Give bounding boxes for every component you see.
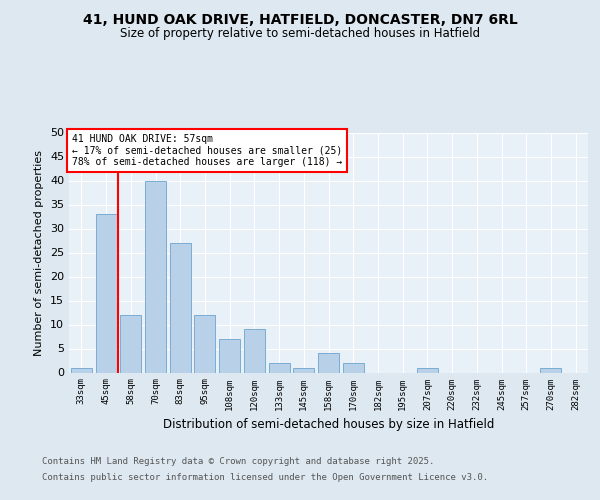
Bar (417, 368, 438, 372)
Bar (145, 180, 166, 372)
Bar (71, 368, 92, 372)
Bar (318, 354, 339, 372)
Text: Size of property relative to semi-detached houses in Hatfield: Size of property relative to semi-detach… (120, 28, 480, 40)
Text: Contains HM Land Registry data © Crown copyright and database right 2025.: Contains HM Land Registry data © Crown c… (42, 458, 434, 466)
Bar (194, 315, 215, 372)
Bar (170, 243, 191, 372)
Y-axis label: Number of semi-detached properties: Number of semi-detached properties (34, 150, 44, 356)
X-axis label: Distribution of semi-detached houses by size in Hatfield: Distribution of semi-detached houses by … (163, 418, 494, 431)
Bar (219, 339, 240, 372)
Bar (293, 368, 314, 372)
Text: 41 HUND OAK DRIVE: 57sqm
← 17% of semi-detached houses are smaller (25)
78% of s: 41 HUND OAK DRIVE: 57sqm ← 17% of semi-d… (71, 134, 342, 167)
Text: 41, HUND OAK DRIVE, HATFIELD, DONCASTER, DN7 6RL: 41, HUND OAK DRIVE, HATFIELD, DONCASTER,… (83, 12, 517, 26)
Bar (343, 363, 364, 372)
Bar (269, 363, 290, 372)
Bar (244, 330, 265, 372)
Text: Contains public sector information licensed under the Open Government Licence v3: Contains public sector information licen… (42, 472, 488, 482)
Bar (541, 368, 562, 372)
Bar (95, 214, 116, 372)
Bar (120, 315, 141, 372)
